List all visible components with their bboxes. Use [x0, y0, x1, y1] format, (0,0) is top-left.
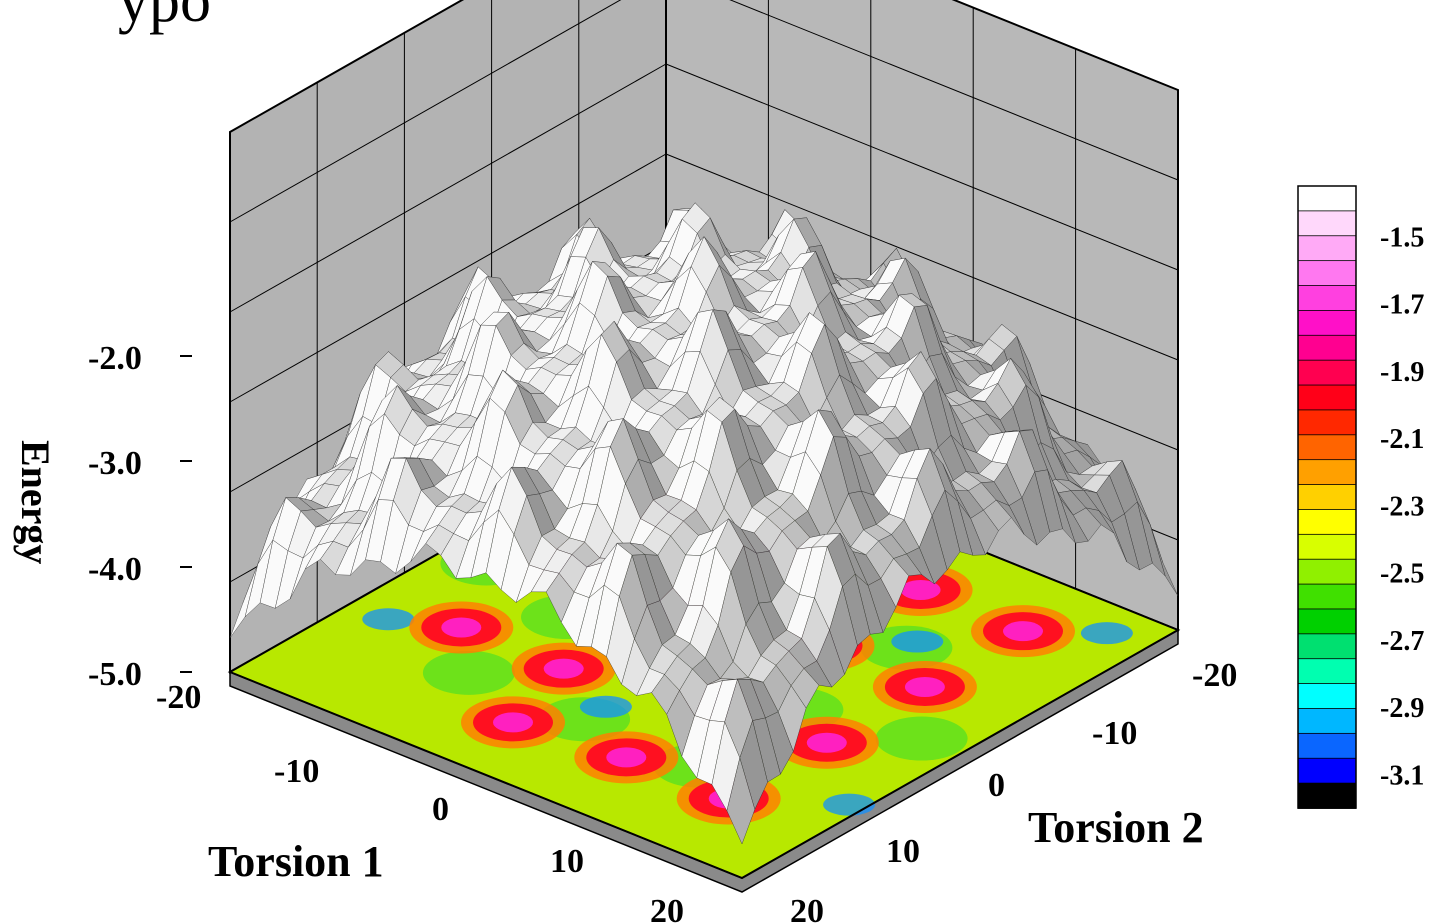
floor-outline: [227, 422, 1181, 880]
energy-surface: [229, 202, 1179, 845]
colorbar-swatch: [1297, 658, 1357, 685]
floor-low-spot: [579, 695, 632, 718]
colorbar-swatch: [1297, 384, 1357, 411]
colorbar-swatch: [1297, 608, 1357, 635]
colorbar-swatch: [1297, 533, 1357, 561]
colorbar-label: -2.5: [1380, 559, 1424, 590]
colorbar-swatch: [1297, 285, 1357, 312]
z-tick-label: -5.0: [88, 656, 142, 693]
floor-valley-band: [875, 716, 968, 761]
y-axis-label: Torsion 2: [1028, 803, 1204, 852]
floor-valley-band: [422, 650, 515, 695]
x-tick-label: 10: [550, 843, 584, 880]
colorbar-label: -2.3: [1380, 491, 1424, 522]
colorbar-swatch: [1297, 732, 1357, 760]
floor-low-spot: [362, 608, 415, 631]
y-tick-label: 0: [988, 767, 1005, 804]
floor-low-spot: [1080, 622, 1133, 645]
colorbar-swatch: [1297, 359, 1357, 386]
floor-peak-core: [493, 712, 533, 733]
wall-gridline: [729, 0, 1179, 181]
colorbar-label: -1.5: [1380, 222, 1424, 253]
colorbar-swatch: [1297, 782, 1357, 809]
floor-peak-core: [806, 732, 847, 753]
floor-peak-core: [441, 617, 482, 638]
colorbar-swatch: [1297, 334, 1357, 362]
colorbar-swatch: [1297, 309, 1357, 337]
colorbar-label: -2.7: [1380, 626, 1424, 657]
colorbar-label: -3.1: [1380, 760, 1424, 791]
colorbar-swatch: [1297, 683, 1357, 710]
floor-peak-core: [543, 658, 584, 679]
wall-gridline: [229, 63, 667, 313]
z-tick-label: -4.0: [88, 551, 142, 588]
title-fragment: ypo: [118, 0, 211, 35]
z-tick-label: -3.0: [88, 445, 142, 482]
floor-peak-core: [900, 579, 941, 600]
floor-low-spot: [891, 630, 944, 653]
colorbar-swatch: [1297, 459, 1357, 486]
x-tick-label: 0: [432, 791, 449, 828]
wall-gridline: [665, 153, 1179, 361]
z-axis-label: Energy: [13, 440, 58, 564]
colorbar-label: -2.1: [1380, 424, 1424, 455]
x-tick-label: -20: [156, 679, 201, 716]
colorbar-label: -2.9: [1380, 693, 1424, 724]
floor-low-spot: [823, 793, 876, 816]
colorbar-label: -1.9: [1380, 357, 1424, 388]
colorbar-swatch: [1297, 633, 1357, 660]
colorbar-swatch: [1297, 210, 1357, 237]
y-tick-label: -20: [1192, 657, 1237, 694]
colorbar-swatch: [1297, 509, 1357, 536]
colorbar: -1.5 -1.7 -1.9 -2.1 -2.3 -2.5 -2.7 -2.9 -3.1: [1297, 185, 1424, 809]
colorbar-swatch: [1297, 708, 1357, 735]
colorbar-swatch: [1297, 235, 1357, 262]
y-tick-label: 20: [790, 893, 824, 924]
colorbar-swatch: [1297, 434, 1357, 461]
colorbar-swatch: [1297, 484, 1357, 511]
y-tick-label: -10: [1092, 715, 1137, 752]
colorbar-swatch: [1297, 583, 1357, 610]
wall-gridline: [229, 153, 667, 403]
wall-gridline: [229, 0, 622, 223]
y-tick-label: 10: [886, 833, 920, 870]
colorbar-swatch: [1297, 558, 1357, 585]
colorbar-label: -1.7: [1380, 290, 1424, 321]
x-axis-label: Torsion 1: [208, 837, 384, 886]
x-tick-label: -10: [274, 753, 319, 790]
floor-peak-core: [606, 747, 647, 768]
axes: -2.0 -3.0 -4.0 -5.0 Energy -20 -10 0 10 20 Torsion…: [13, 340, 1237, 924]
colorbar-swatch: [1297, 260, 1357, 287]
x-tick-label: 20: [650, 893, 684, 924]
wall-gridline: [665, 63, 1179, 271]
floor-peak-core: [1003, 621, 1043, 642]
floor-peak-core: [904, 676, 945, 697]
surface-facet: [726, 757, 755, 845]
z-tick-label: -2.0: [88, 340, 142, 377]
colorbar-frame: [1297, 185, 1357, 809]
colorbar-swatch: [1297, 757, 1357, 785]
colorbar-swatch: [1297, 185, 1357, 212]
colorbar-swatch: [1297, 409, 1357, 436]
